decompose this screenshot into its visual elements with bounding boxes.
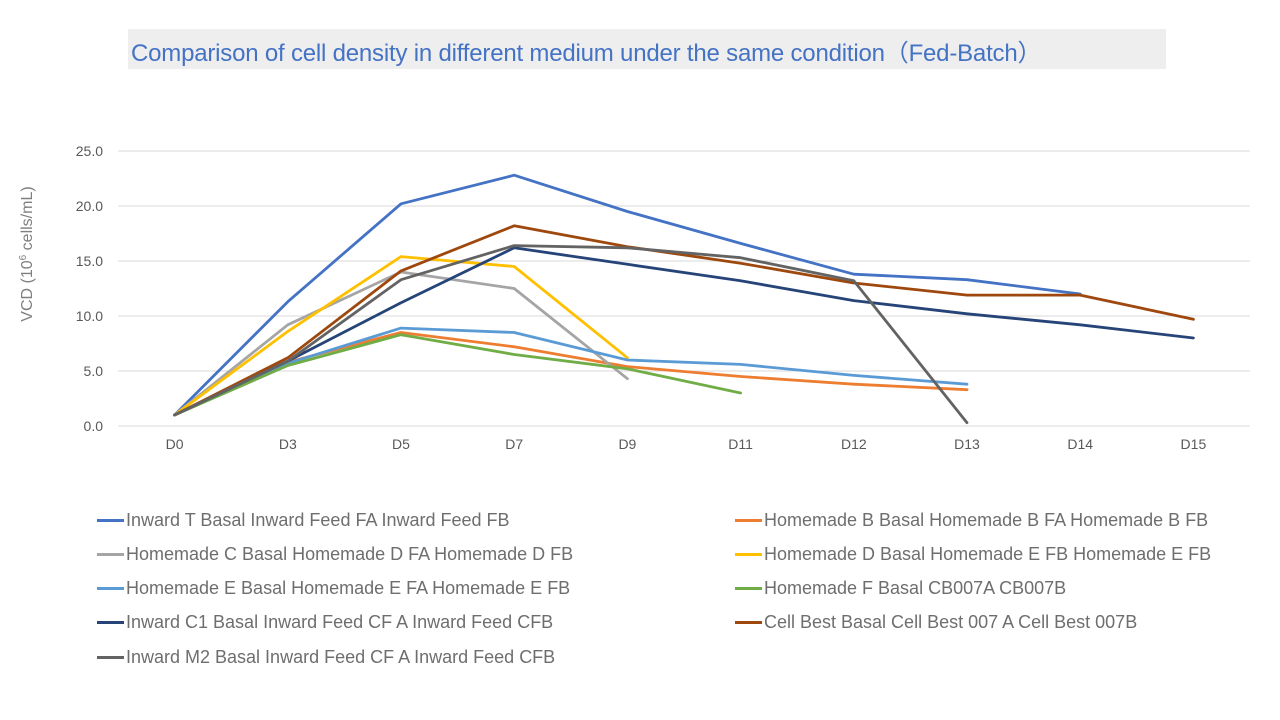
legend-swatch [735, 518, 762, 522]
x-tick-label: D0 [166, 436, 184, 452]
series-line-8 [173, 224, 1195, 417]
legend-label: Homemade E Basal Homemade E FA Homemade … [126, 578, 571, 599]
legend-item[interactable]: Inward C1 Basal Inward Feed CF A Inward … [97, 611, 553, 635]
x-tick-label: D7 [505, 436, 523, 452]
chart-title: Comparison of cell density in different … [131, 40, 1042, 67]
series-line-1 [173, 173, 1082, 417]
series-lines [173, 173, 1195, 425]
y-tick-label: 5.0 [84, 363, 104, 379]
legend-label: Homemade F Basal CB007A CB007B [764, 578, 1067, 599]
legend-item[interactable]: Homemade B Basal Homemade B FA Homemade … [735, 508, 1208, 532]
legend-swatch [97, 655, 124, 659]
legend-label: Inward M2 Basal Inward Feed CF A Inward … [126, 646, 556, 667]
y-tick-label: 15.0 [76, 253, 103, 269]
legend-item[interactable]: Inward T Basal Inward Feed FA Inward Fee… [97, 508, 510, 532]
series-line-5 [173, 326, 969, 417]
y-tick-label: 0.0 [84, 418, 104, 434]
x-tick-label: D15 [1181, 436, 1207, 452]
legend-item[interactable]: Homemade D Basal Homemade E FB Homemade … [735, 542, 1211, 566]
x-tick-label: D3 [279, 436, 297, 452]
gridlines [118, 150, 1250, 427]
series-line-9 [173, 244, 969, 425]
legend-swatch [97, 621, 124, 625]
legend-label: Homemade D Basal Homemade E FB Homemade … [764, 543, 1212, 564]
y-tick-labels: 0.0 5.0 10.0 15.0 20.0 25.0 [76, 143, 103, 434]
legend-swatch [97, 552, 124, 556]
legend-item[interactable]: Homemade F Basal CB007A CB007B [735, 577, 1066, 601]
x-tick-label: D13 [954, 436, 980, 452]
legend-label: Inward C1 Basal Inward Feed CF A Inward … [126, 612, 554, 633]
y-tick-label: 20.0 [76, 198, 103, 214]
y-axis-title: VCD (106 cells/mL) [18, 186, 36, 321]
legend-swatch [97, 518, 124, 522]
x-tick-label: D12 [841, 436, 867, 452]
legend-item[interactable]: Inward M2 Basal Inward Feed CF A Inward … [97, 645, 555, 669]
y-tick-label: 10.0 [76, 308, 103, 324]
legend-swatch [735, 587, 762, 591]
legend-swatch [97, 587, 124, 591]
legend-label: Inward T Basal Inward Feed FA Inward Fee… [126, 509, 510, 530]
series-line-4 [173, 255, 629, 417]
series-line-6 [173, 333, 742, 417]
series-line-7 [173, 246, 1195, 417]
legend-item[interactable]: Homemade E Basal Homemade E FA Homemade … [97, 577, 570, 601]
chart-title-box: Comparison of cell density in different … [128, 29, 1166, 69]
legend-label: Cell Best Basal Cell Best 007 A Cell Bes… [764, 612, 1138, 633]
x-tick-label: D5 [392, 436, 410, 452]
x-tick-label: D14 [1067, 436, 1093, 452]
legend-swatch [735, 621, 762, 625]
legend-label: Homemade B Basal Homemade B FA Homemade … [764, 509, 1209, 530]
y-tick-label: 25.0 [76, 143, 103, 159]
legend-item[interactable]: Cell Best Basal Cell Best 007 A Cell Bes… [735, 611, 1137, 635]
x-tick-label: D9 [618, 436, 636, 452]
x-tick-labels: D0 D3 D5 D7 D9 D11 D12 D13 D14 D15 [166, 436, 1207, 452]
x-tick-label: D11 [728, 436, 753, 452]
legend-item[interactable]: Homemade C Basal Homemade D FA Homemade … [97, 542, 573, 566]
legend-label: Homemade C Basal Homemade D FA Homemade … [126, 543, 574, 564]
legend-swatch [735, 552, 762, 556]
